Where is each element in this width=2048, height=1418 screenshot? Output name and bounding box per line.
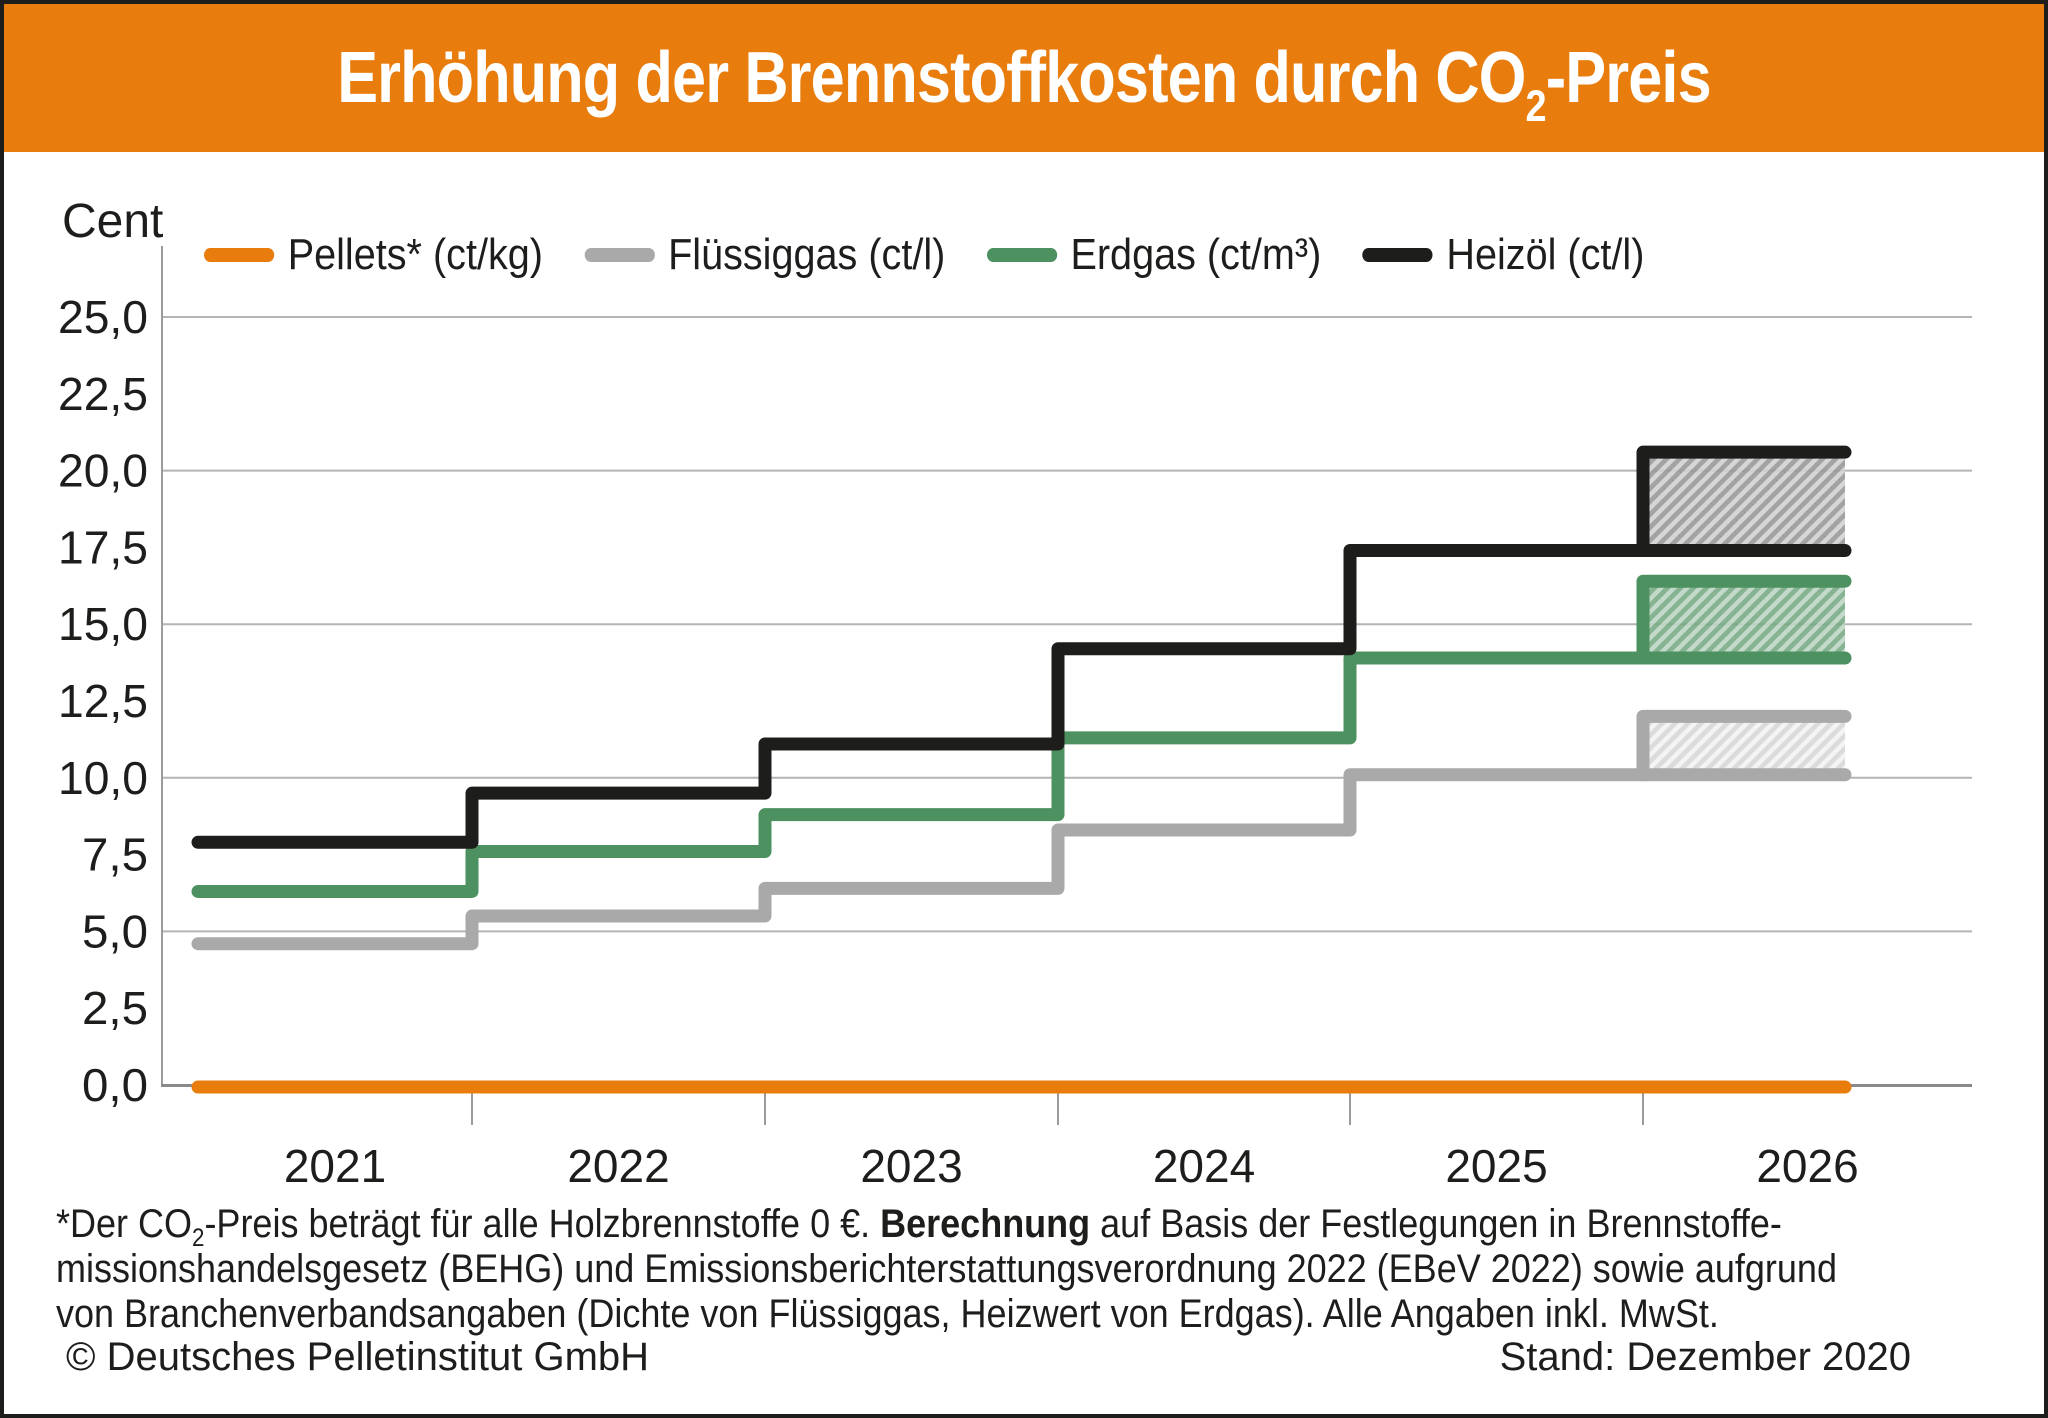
legend-item-pellets: Pellets* (ct/kg) xyxy=(204,230,543,280)
y-tick-label-25_0: 25,0 xyxy=(58,291,148,343)
footnote: *Der CO2-Preis beträgt für alle Holzbren… xyxy=(56,1202,1837,1337)
y-tick-label-10_0: 10,0 xyxy=(58,752,148,804)
y-tick-label-15_0: 15,0 xyxy=(58,598,148,650)
x-axis-label-2023: 2023 xyxy=(860,1140,962,1192)
footnote-line-3: von Branchenverbandsangaben (Dichte von … xyxy=(56,1292,1719,1336)
legend-label-erdgas: Erdgas (ct/m³) xyxy=(1070,230,1322,279)
range-box-heizoel xyxy=(1643,452,1845,551)
title-bar: Erhöhung der Brennstoffkosten durch CO2-… xyxy=(4,4,2044,152)
range-box-erdgas xyxy=(1643,581,1845,658)
x-axis-label-2025: 2025 xyxy=(1445,1140,1547,1192)
copyright-text: © Deutsches Pelletinstitut GmbH xyxy=(66,1335,650,1379)
y-axis-unit-label: Cent xyxy=(62,195,164,248)
x-axis-label-2024: 2024 xyxy=(1153,1140,1255,1192)
page-title: Erhöhung der Brennstoffkosten durch CO2-… xyxy=(337,38,1711,131)
x-axis-label-2021: 2021 xyxy=(284,1140,386,1192)
range-box-fluessiggas xyxy=(1643,716,1845,775)
range-box-border-erdgas xyxy=(1636,574,1852,665)
legend-item-erdgas: Erdgas (ct/m³) xyxy=(986,230,1322,280)
series-line-erdgas xyxy=(191,651,1852,898)
y-tick-label-2_5: 2,5 xyxy=(82,982,148,1034)
legend-label-pellets: Pellets* (ct/kg) xyxy=(287,230,543,279)
legend-label-heizoel: Heizöl (ct/l) xyxy=(1446,230,1645,279)
step-chart: 0,0 2,5 5,0 7,5 10,0 12,5 15,0 17,5 20,0 22,5 25,0… xyxy=(58,246,1972,1192)
series-line-heizoel xyxy=(191,543,1852,849)
footnote-line-2: missionshandelsgesetz (BEHG) und Emissio… xyxy=(56,1247,1837,1291)
y-tick-label-17_5: 17,5 xyxy=(58,521,148,573)
footnote-line-1: *Der CO2-Preis beträgt für alle Holzbren… xyxy=(56,1202,1782,1252)
range-box-border-heizoel xyxy=(1636,445,1852,557)
range-box-border-fluessiggas xyxy=(1636,709,1852,782)
x-axis-label-2026: 2026 xyxy=(1756,1140,1858,1192)
legend-swatch-erdgas xyxy=(986,248,1057,262)
legend-swatch-fluessiggas xyxy=(584,248,655,262)
credit-row: © Deutsches Pelletinstitut GmbH Stand: D… xyxy=(66,1335,1911,1380)
stand-date: Stand: Dezember 2020 xyxy=(1499,1335,1911,1379)
y-tick-label-12_5: 12,5 xyxy=(58,675,148,727)
legend-item-fluessiggas: Flüssiggas (ct/l) xyxy=(584,230,945,280)
y-tick-label-22_5: 22,5 xyxy=(58,368,148,420)
legend-swatch-heizoel xyxy=(1362,248,1433,262)
series-line-fluessiggas xyxy=(191,768,1852,951)
y-tick-label-7_5: 7,5 xyxy=(82,829,148,881)
x-axis-label-2022: 2022 xyxy=(567,1140,669,1192)
chart-legend: Pellets* (ct/kg) Flüssiggas (ct/l) Erdgas … xyxy=(204,230,1644,280)
legend-item-heizoel: Heizöl (ct/l) xyxy=(1362,230,1645,280)
y-tick-label-20_0: 20,0 xyxy=(58,445,148,497)
y-tick-label-5_0: 5,0 xyxy=(82,905,148,957)
legend-label-fluessiggas: Flüssiggas (ct/l) xyxy=(668,230,946,279)
legend-swatch-pellets xyxy=(204,248,275,262)
y-tick-label-0_0: 0,0 xyxy=(82,1059,148,1111)
